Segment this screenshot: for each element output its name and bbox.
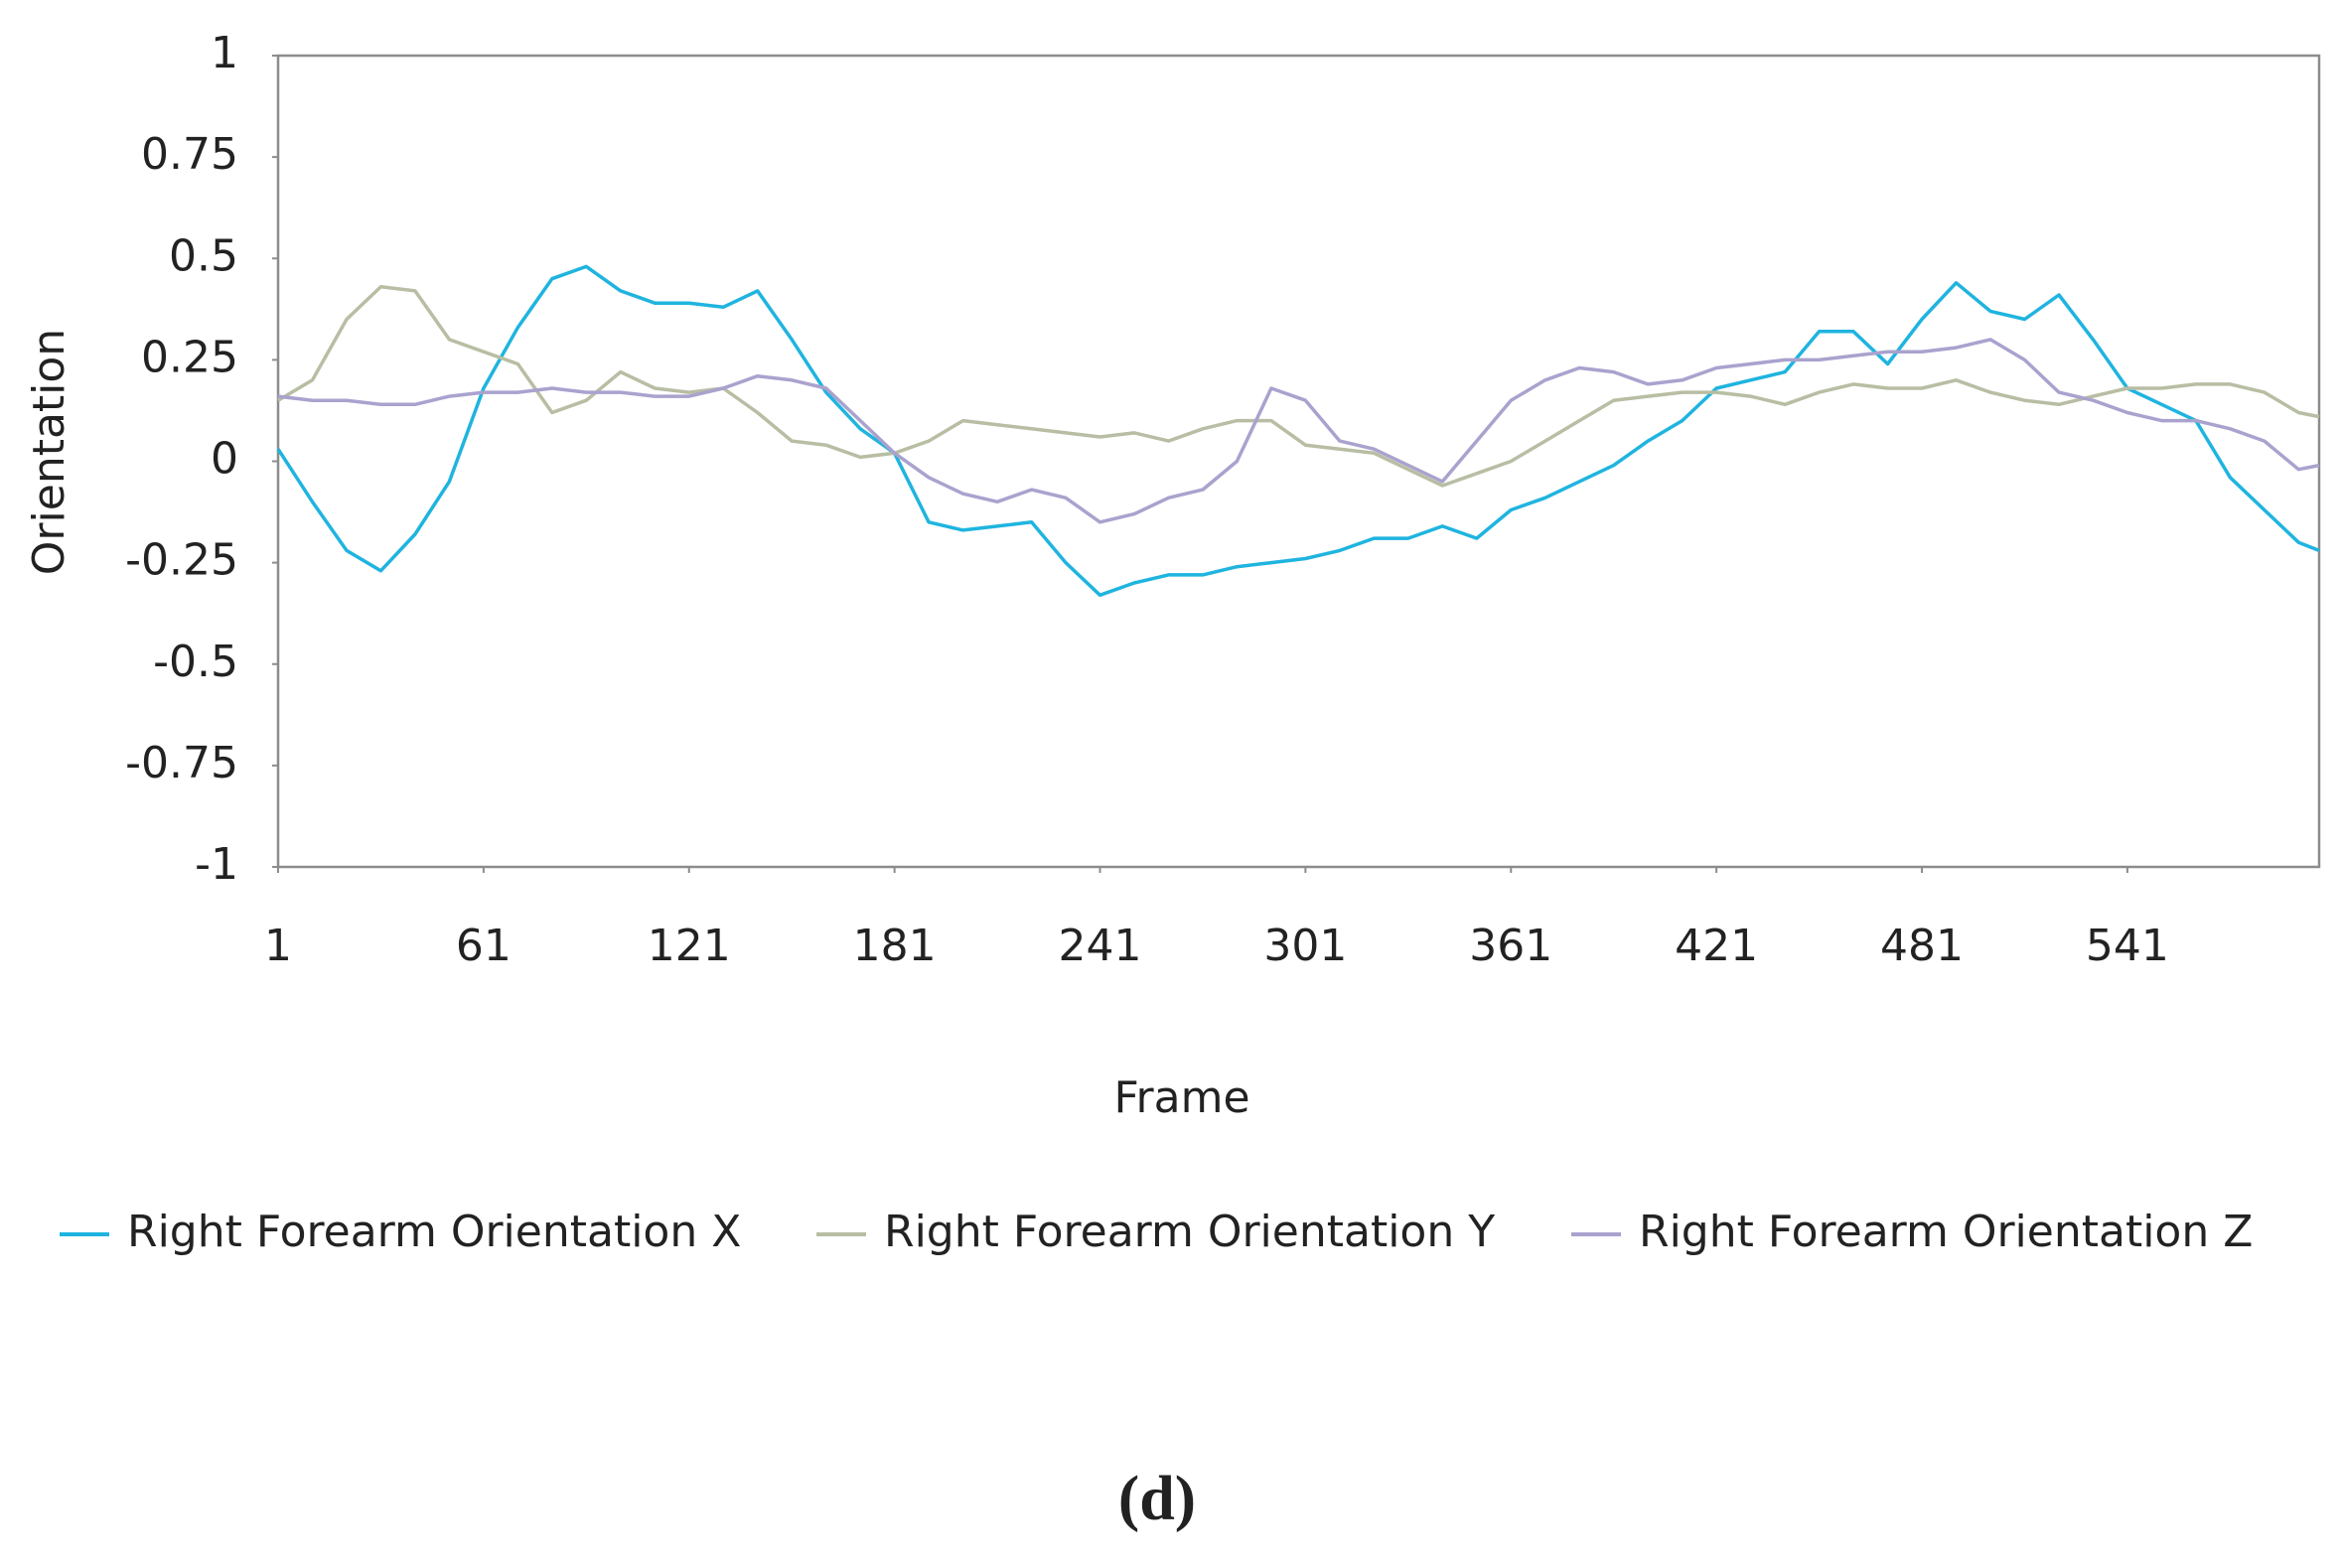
y-tick-label: -0.5 (153, 637, 238, 687)
y-axis-title: Orientation (24, 329, 74, 575)
x-tick-label: 301 (1263, 921, 1347, 971)
x-tick-label: 421 (1675, 921, 1758, 971)
x-tick-label: 61 (456, 921, 512, 971)
x-tick-label: 181 (853, 921, 937, 971)
x-axis-title: Frame (1113, 1072, 1249, 1123)
y-tick-label: 0.75 (141, 129, 238, 180)
x-tick-label: 121 (648, 921, 731, 971)
y-tick-label: -0.75 (125, 738, 238, 788)
y-tick-label: -1 (195, 839, 238, 890)
caption: (d) (1118, 1463, 1196, 1533)
x-tick-label: 241 (1059, 921, 1142, 971)
series-line (277, 338, 2320, 524)
legend-label: Right Forearm Orientation X (127, 1207, 741, 1257)
x-tick-label: 361 (1469, 921, 1552, 971)
y-tick-label: -0.25 (125, 535, 238, 586)
legend-label: Right Forearm Orientation Z (1639, 1207, 2253, 1257)
series-line (276, 264, 2320, 598)
x-tick-label: 481 (1880, 921, 1964, 971)
x-tick-label: 1 (264, 921, 292, 971)
plot-frame (276, 54, 2321, 869)
y-tick-label: 0.5 (169, 230, 238, 281)
y-tick-label: 1 (211, 28, 238, 78)
y-tick-label: 0.25 (141, 332, 238, 382)
x-tick-label: 541 (2086, 921, 2169, 971)
series-line (277, 285, 2320, 488)
y-tick-label: 0 (211, 434, 238, 485)
legend-label: Right Forearm Orientation Y (884, 1207, 1495, 1257)
